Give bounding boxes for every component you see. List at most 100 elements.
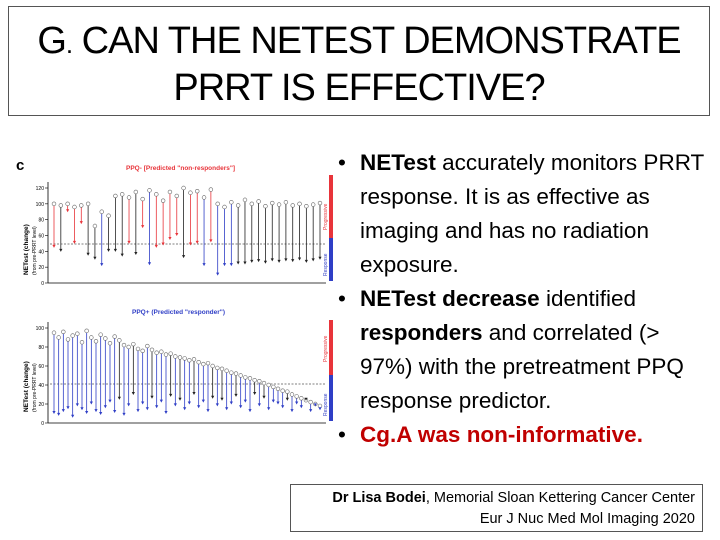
bottom-baseline-point <box>56 335 61 340</box>
bottom-after-arrow <box>299 405 303 409</box>
bottom-baseline-point <box>65 337 71 342</box>
top-after-arrow <box>154 244 158 248</box>
top-after-arrow <box>52 244 56 248</box>
top-progressive-bar <box>329 175 333 238</box>
bottom-baseline-point <box>93 339 99 344</box>
bottom-after-arrow <box>61 409 65 413</box>
bottom-after-arrow <box>211 395 215 399</box>
bottom-baseline-point <box>215 365 220 371</box>
bottom-baseline-point <box>210 363 215 369</box>
top-progressive-label: Progressive <box>323 203 329 230</box>
bottom-tick-label: 100 <box>36 326 45 332</box>
bottom-after-arrow <box>285 397 289 401</box>
bottom-baseline-point <box>229 370 234 375</box>
top-tick-label: 80 <box>38 218 44 224</box>
top-after-arrow <box>243 261 247 265</box>
bottom-baseline-point <box>159 349 164 354</box>
top-after-arrow <box>141 225 145 229</box>
top-ylabel-1: NETest (change) <box>23 224 30 275</box>
title-line-2: PRRT IS EFFECTIVE? <box>173 67 545 109</box>
bottom-after-arrow <box>281 405 285 409</box>
top-baseline-point <box>72 204 77 210</box>
bottom-after-arrow <box>155 405 159 409</box>
top-after-arrow <box>188 242 193 246</box>
bottom-baseline-point <box>275 386 281 392</box>
bottom-after-arrow <box>75 403 79 407</box>
top-after-arrow <box>134 252 138 255</box>
bottom-after-arrow <box>71 414 75 418</box>
bottom-baseline-point <box>266 382 271 388</box>
bottom-after-arrow <box>57 412 61 416</box>
bottom-baseline-point <box>294 394 299 399</box>
top-tick-label: 40 <box>38 249 44 255</box>
bottom-baseline-point <box>117 338 122 343</box>
top-baseline-point <box>270 200 275 206</box>
bottom-after-arrow <box>136 409 140 413</box>
top-baseline-point <box>65 201 70 207</box>
top-after-arrow <box>202 263 206 267</box>
top-baseline-point <box>120 192 125 197</box>
bottom-baseline-point <box>205 360 211 366</box>
bottom-after-arrow <box>318 407 322 411</box>
top-baseline-point <box>99 209 104 214</box>
bottom-baseline-point <box>196 360 201 365</box>
bottom-baseline-point <box>177 355 183 360</box>
top-after-arrow <box>229 263 233 267</box>
bottom-baseline-point <box>201 361 206 367</box>
top-baseline-point <box>304 204 309 209</box>
bottom-after-arrow <box>234 393 238 397</box>
bottom-tick-label: 40 <box>38 383 44 389</box>
top-baseline-point <box>140 196 145 202</box>
top-response-label: Response <box>323 253 329 276</box>
top-baseline-point <box>235 203 241 208</box>
bottom-after-arrow <box>197 405 201 409</box>
top-after-arrow <box>79 221 83 225</box>
bottom-after-arrow <box>309 409 313 413</box>
bottom-baseline-point <box>243 375 248 380</box>
bottom-baseline-point <box>79 340 85 345</box>
bottom-baseline-point <box>75 331 80 336</box>
top-after-arrow <box>277 259 281 263</box>
bottom-baseline-point <box>233 371 239 376</box>
top-baseline-point <box>249 201 254 207</box>
bottom-baseline-point <box>247 376 253 381</box>
bottom-baseline-point <box>182 356 187 361</box>
top-after-arrow <box>257 259 261 263</box>
top-baseline-point <box>215 201 220 207</box>
bottom-baseline-point <box>289 392 295 397</box>
bottom-baseline-point <box>224 368 229 373</box>
top-after-arrow <box>222 263 227 267</box>
top-baseline-point <box>256 199 261 204</box>
bottom-baseline-point <box>219 366 225 372</box>
bottom-baseline-point <box>285 389 290 394</box>
top-baseline-point <box>167 189 173 195</box>
top-after-arrow <box>120 253 124 257</box>
top-after-arrow <box>304 259 308 263</box>
bottom-baseline-point <box>308 399 313 405</box>
reference-line-2: Eur J Nuc Med Mol Imaging 2020 <box>479 511 695 527</box>
bottom-after-arrow <box>178 397 182 401</box>
bottom-after-arrow <box>304 397 308 401</box>
bottom-baseline-point <box>163 352 169 357</box>
bottom-baseline-point <box>154 350 159 355</box>
top-baseline-point <box>133 189 139 195</box>
bottom-after-arrow <box>183 407 187 411</box>
bottom-after-arrow <box>215 403 219 407</box>
bullet-item-2: NETest decrease identified responders an… <box>336 282 716 418</box>
bottom-baseline-point <box>173 354 178 359</box>
top-baseline-point <box>147 188 152 193</box>
bottom-baseline-point <box>135 346 141 352</box>
bottom-progressive-bar <box>329 320 333 375</box>
bottom-response-label: Response <box>323 393 329 416</box>
bottom-baseline-point <box>168 351 173 356</box>
bottom-after-arrow <box>313 403 317 407</box>
reference-line-1: Dr Lisa Bodei, Memorial Sloan Kettering … <box>332 490 695 506</box>
top-panel-label: PPQ- [Predicted "non-responders"] <box>126 165 235 172</box>
bottom-baseline-point <box>51 330 57 335</box>
top-after-arrow <box>209 239 213 243</box>
bottom-baseline-point <box>112 334 117 339</box>
top-baseline-point <box>113 193 118 199</box>
top-after-arrow <box>216 272 220 276</box>
bullet-item-3: Cg.A was non-informative. <box>336 418 716 452</box>
top-baseline-point <box>229 200 234 205</box>
